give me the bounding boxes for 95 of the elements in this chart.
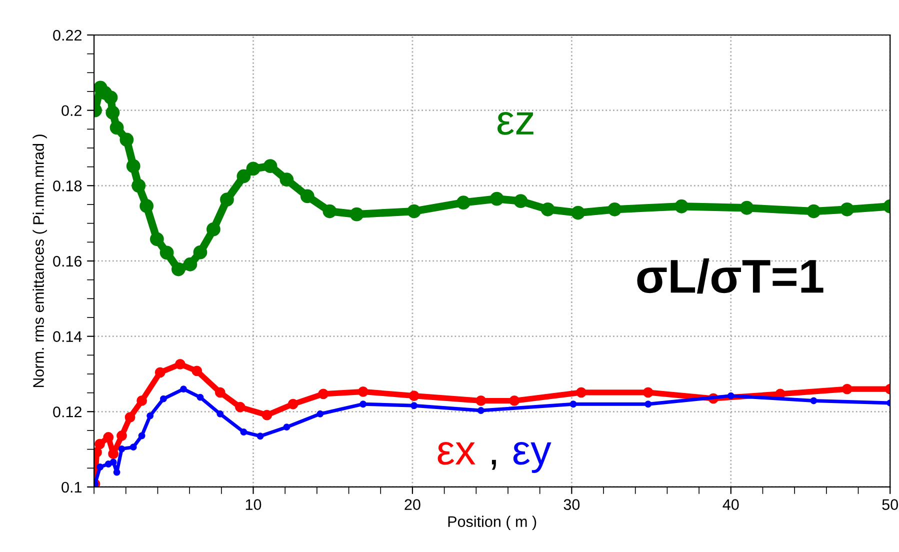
point <box>118 445 126 452</box>
point <box>644 400 652 408</box>
point <box>410 402 418 410</box>
point <box>236 169 251 184</box>
point <box>476 396 486 406</box>
point <box>124 412 136 423</box>
point <box>214 387 226 398</box>
point <box>571 206 585 220</box>
point <box>322 204 337 218</box>
x-tick-label: 30 <box>564 499 580 510</box>
point <box>110 120 124 135</box>
point <box>842 384 852 394</box>
point <box>192 366 202 376</box>
point <box>130 444 137 451</box>
point <box>350 207 364 222</box>
y-tick-label: 0.1 <box>62 482 82 493</box>
point <box>146 412 154 420</box>
point <box>318 388 329 400</box>
point <box>263 159 278 174</box>
y-tick-label: 0.12 <box>53 406 82 418</box>
annotation: σL/σT=1 <box>637 258 824 294</box>
y-tick-label: 0.2 <box>62 105 82 116</box>
point <box>171 262 186 276</box>
point <box>570 400 577 408</box>
series-label: εy <box>513 442 552 474</box>
point <box>283 424 290 431</box>
x-tick-label: 20 <box>404 499 420 510</box>
point <box>180 386 187 393</box>
y-tick-label: 0.14 <box>53 331 82 342</box>
point <box>96 464 104 470</box>
point <box>408 390 420 402</box>
point <box>514 194 528 208</box>
series-label: εx <box>438 442 476 465</box>
point <box>262 410 272 420</box>
y-tick-label: 0.22 <box>53 30 82 41</box>
y-tick-label: 0.16 <box>53 256 82 267</box>
point <box>160 246 174 260</box>
point <box>509 396 520 406</box>
point <box>220 192 234 207</box>
point <box>806 204 821 218</box>
x-tick-label: 50 <box>882 499 898 510</box>
point <box>642 387 654 398</box>
point <box>576 387 586 398</box>
annotation: , <box>492 460 496 470</box>
point <box>358 386 368 397</box>
point <box>193 245 208 260</box>
point <box>300 189 314 204</box>
point <box>740 200 754 215</box>
point <box>316 410 324 418</box>
y-axis-title: Norm. rms emittances ( Pi.mm.mrad ) <box>32 134 47 388</box>
x-tick-label: 40 <box>722 499 739 510</box>
point <box>490 192 504 206</box>
point <box>140 199 154 213</box>
series-label: εz <box>497 112 534 135</box>
point <box>280 172 294 187</box>
point <box>104 460 112 468</box>
point <box>160 395 167 402</box>
point <box>240 428 248 436</box>
point <box>477 407 484 414</box>
point <box>103 432 114 442</box>
point <box>360 400 367 408</box>
point <box>234 402 246 412</box>
point <box>136 396 148 406</box>
point <box>216 410 224 418</box>
point <box>104 90 118 104</box>
point <box>206 222 220 236</box>
point <box>174 358 186 370</box>
point <box>540 202 555 216</box>
point <box>106 106 120 120</box>
point <box>288 398 298 410</box>
point <box>113 468 120 476</box>
point <box>116 430 127 441</box>
point <box>183 257 198 272</box>
point <box>120 132 134 147</box>
point <box>608 202 622 216</box>
point <box>810 397 818 404</box>
point <box>840 202 854 216</box>
point <box>110 458 117 466</box>
point <box>407 204 421 218</box>
point <box>126 159 140 174</box>
point <box>138 432 146 440</box>
y-tick-label: 0.18 <box>53 180 82 192</box>
point <box>727 392 734 400</box>
point <box>674 199 688 214</box>
point <box>154 367 166 378</box>
point <box>456 196 470 210</box>
point <box>94 438 105 450</box>
point <box>246 162 260 176</box>
point <box>108 448 119 460</box>
point <box>132 178 146 193</box>
point <box>196 394 204 401</box>
point <box>256 432 264 440</box>
x-axis-title: Position ( m ) <box>448 516 536 530</box>
x-tick-label: 10 <box>246 499 262 510</box>
point <box>150 232 164 246</box>
